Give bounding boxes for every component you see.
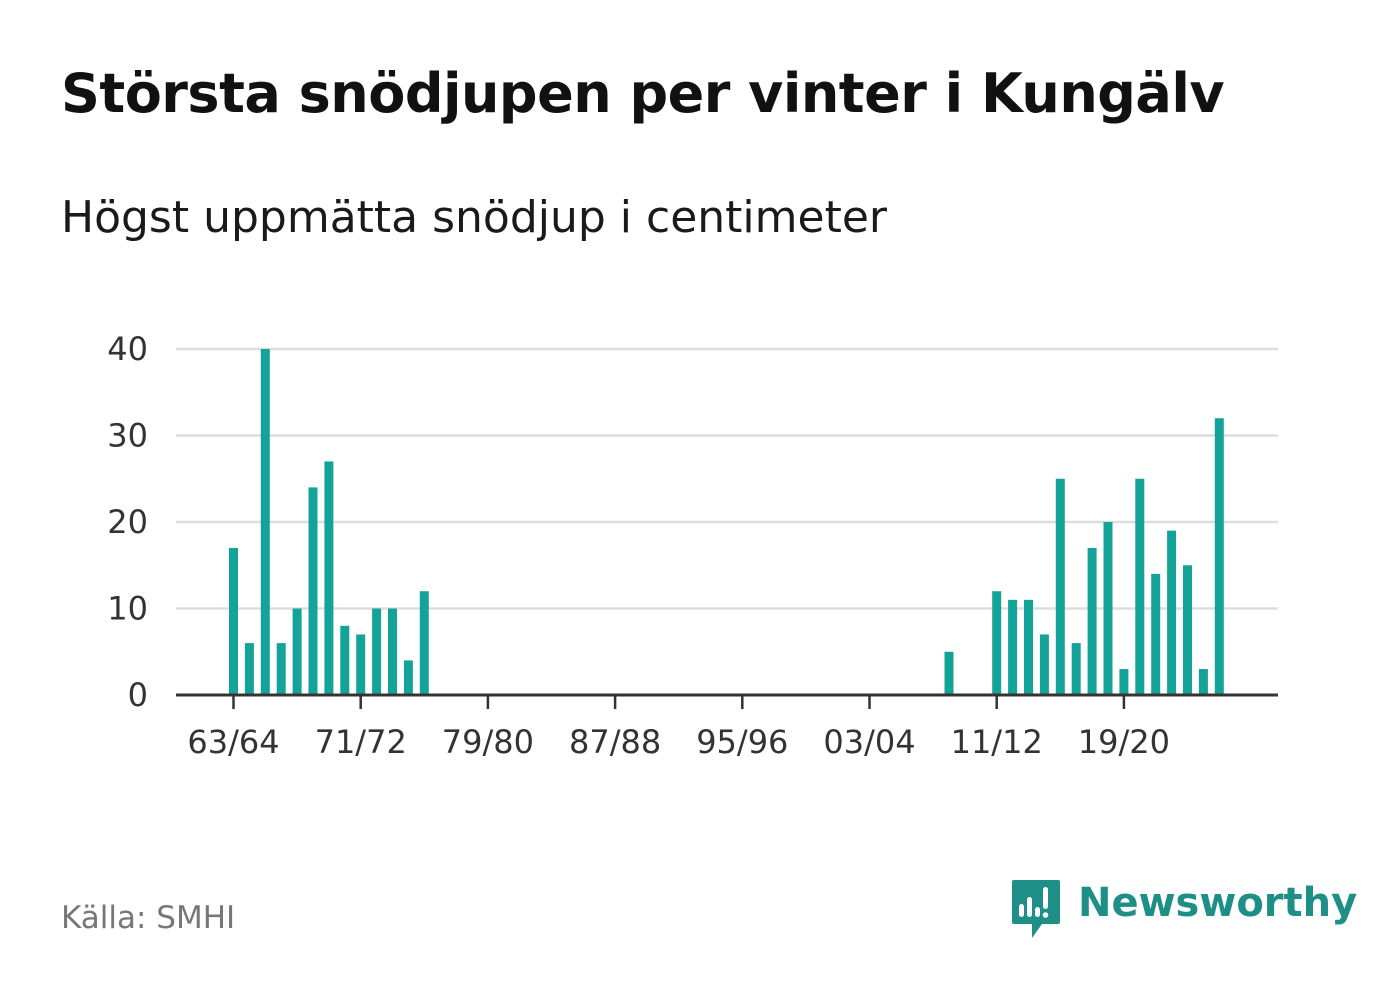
bar-12/13	[1008, 599, 1018, 695]
source-note: Källa: SMHI	[61, 900, 236, 936]
bar-17/18	[1087, 547, 1097, 695]
bar-70/71	[340, 625, 350, 695]
bar-19/20	[1119, 669, 1129, 695]
bar-18/19	[1103, 522, 1113, 695]
bars	[229, 349, 1224, 695]
bar-63/64	[229, 547, 238, 695]
bar-14/15	[1039, 634, 1049, 695]
y-tick-label: 20	[107, 503, 148, 541]
bar-71/72	[356, 634, 366, 695]
bar-23/24	[1183, 565, 1192, 695]
y-tick-label: 10	[107, 590, 148, 628]
page-title: Största snödjupen per vinter i Kungälv	[61, 62, 1225, 125]
bar-15/16	[1055, 478, 1065, 695]
y-tick-label: 0	[128, 676, 148, 714]
bar-69/70	[324, 461, 334, 695]
grid-lines	[176, 347, 1278, 610]
y-tick-label: 40	[107, 330, 148, 368]
bar-73/74	[388, 608, 397, 695]
bar-64/65	[244, 643, 254, 695]
newsworthy-logo-icon	[1012, 880, 1060, 938]
bar-21/22	[1151, 573, 1161, 695]
x-tick-label: 87/88	[569, 723, 661, 761]
bar-20/21	[1135, 478, 1145, 695]
bar-72/73	[372, 608, 382, 695]
chart-subtitle: Högst uppmätta snödjup i centimeter	[61, 192, 887, 243]
bar-75/76	[419, 591, 429, 695]
y-axis-ticks: 0 10 20 30 40	[107, 330, 148, 714]
brand-name: Newsworthy	[1078, 880, 1358, 926]
bar-68/69	[308, 487, 318, 695]
bar-74/75	[403, 660, 413, 695]
bar-undefined	[1198, 669, 1208, 695]
brand-block[interactable]: Newsworthy	[1010, 878, 1357, 940]
bar-11/12	[992, 591, 1002, 695]
x-tick-label: 19/20	[1078, 723, 1170, 761]
y-tick-label: 30	[107, 417, 148, 455]
bar-13/14	[1024, 599, 1033, 695]
bar-66/67	[276, 643, 286, 695]
x-tick-label: 79/80	[442, 723, 534, 761]
bar-16/17	[1071, 643, 1081, 695]
x-tick-label: 63/64	[187, 723, 279, 761]
bar-08/09	[944, 651, 954, 695]
bar-22/23	[1167, 530, 1177, 695]
x-tick-label: 71/72	[315, 723, 407, 761]
x-tick-label: 11/12	[951, 723, 1043, 761]
x-tick-label: 03/04	[823, 723, 915, 761]
bar-67/68	[292, 608, 302, 695]
x-tick-label: 95/96	[696, 723, 788, 761]
x-axis: 63/64 71/72 79/80 87/88 95/96 03/04 11/12 19/20	[176, 693, 1278, 761]
bar-65/66	[260, 349, 270, 695]
bar-undefined	[1214, 418, 1224, 695]
